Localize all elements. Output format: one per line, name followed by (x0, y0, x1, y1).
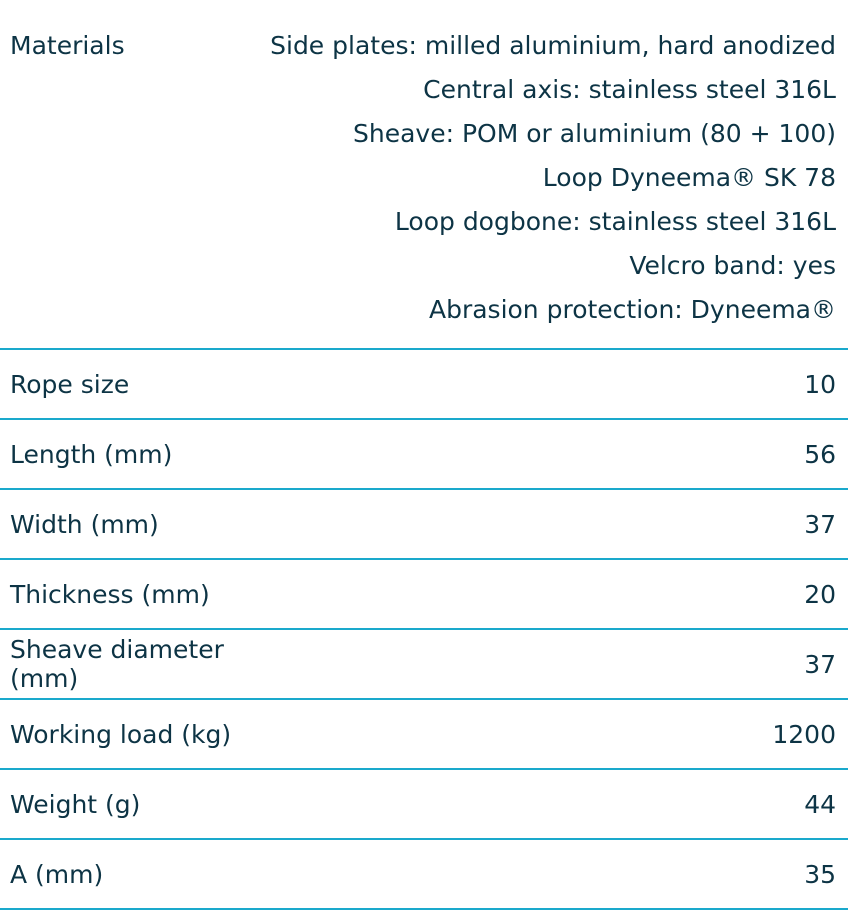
material-line: Abrasion protection: Dyneema® (428, 295, 836, 324)
spec-value: 10 (804, 369, 836, 399)
spec-value: 35 (804, 859, 836, 889)
material-line: Central axis: stainless steel 316L (423, 75, 836, 104)
specs-row: Weight (g) 44 (0, 769, 848, 839)
specs-row: Sheave diameter (mm) 37 (0, 629, 848, 699)
spec-label: Width (mm) (10, 509, 159, 539)
material-line: Sheave: POM or aluminium (80 + 100) (353, 119, 836, 148)
spec-label: Rope size (10, 369, 130, 399)
specs-row: Width (mm) 37 (0, 489, 848, 559)
spec-label: Sheave diameter (mm) (10, 635, 224, 693)
spec-value: 37 (804, 649, 836, 679)
material-line: Side plates: milled aluminium, hard anod… (270, 31, 836, 60)
specs-row-materials: Materials Side plates: milled aluminium,… (0, 0, 848, 349)
spec-value: 44 (804, 789, 836, 819)
spec-label: Length (mm) (10, 439, 173, 469)
spec-label: Thickness (mm) (10, 579, 210, 609)
specs-row: A (mm) 35 (0, 839, 848, 909)
spec-value: 1200 (772, 719, 836, 749)
specs-row: Thickness (mm) 20 (0, 559, 848, 629)
material-line: Loop dogbone: stainless steel 316L (394, 207, 836, 236)
material-line: Velcro band: yes (629, 251, 836, 280)
spec-value: 56 (804, 439, 836, 469)
spec-label: Weight (g) (10, 789, 141, 819)
spec-label: Working load (kg) (10, 719, 232, 749)
specs-row: Length (mm) 56 (0, 419, 848, 489)
specs-row: Rope size 10 (0, 349, 848, 419)
spec-label: Materials (10, 31, 125, 60)
spec-value: 20 (804, 579, 836, 609)
spec-label: A (mm) (10, 859, 104, 889)
spec-value: 37 (804, 509, 836, 539)
spec-value: Side plates: milled aluminium, hard anod… (260, 0, 848, 349)
material-line: Loop Dyneema® SK 78 (542, 163, 836, 192)
specs-row: Working load (kg) 1200 (0, 699, 848, 769)
specs-table: Materials Side plates: milled aluminium,… (0, 0, 848, 909)
